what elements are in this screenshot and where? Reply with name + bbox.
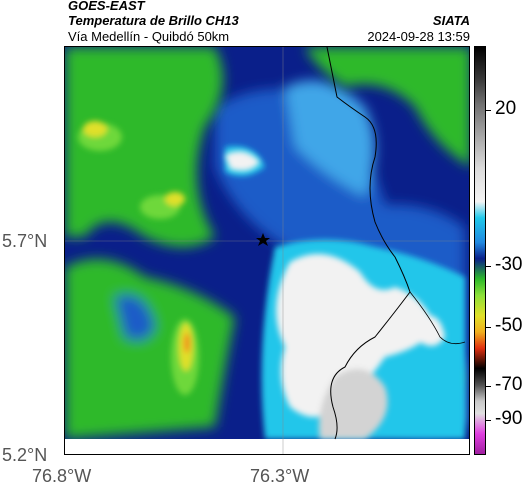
satellite-map (64, 46, 470, 455)
x-tick-label-76.8: 76.8°W (32, 466, 92, 486)
colorbar-tick-minus50 (486, 327, 491, 328)
colorbar-tick-20 (486, 110, 491, 111)
colorbar-label-minus70: -70 (495, 374, 523, 395)
colorbar-tick-minus70 (486, 386, 491, 387)
brightness-temperature-field (65, 47, 469, 454)
colorbar-label-minus50: -50 (495, 315, 523, 336)
colorbar-tick-minus90 (486, 420, 491, 421)
agency-label: SIATA (432, 13, 470, 28)
colorbar-label-20: 20 (495, 98, 517, 119)
y-tick-label-5.7: 5.7°N (2, 231, 48, 251)
y-tick-label-5.2: 5.2°N (2, 445, 48, 465)
satellite-title: GOES-EAST (68, 0, 145, 13)
colorbar-label-minus90: -90 (495, 408, 523, 429)
product-title: Temperatura de Brillo CH13 (68, 13, 239, 28)
colorbar (474, 46, 486, 455)
colorbar-label-minus30: -30 (495, 254, 523, 275)
timestamp-label: 2024-09-28 13:59 (367, 29, 470, 44)
x-tick-label-76.3: 76.3°W (250, 466, 310, 486)
region-subtitle: Vía Medellín - Quibdó 50km (68, 29, 230, 44)
colorbar-tick-minus30 (486, 266, 491, 267)
